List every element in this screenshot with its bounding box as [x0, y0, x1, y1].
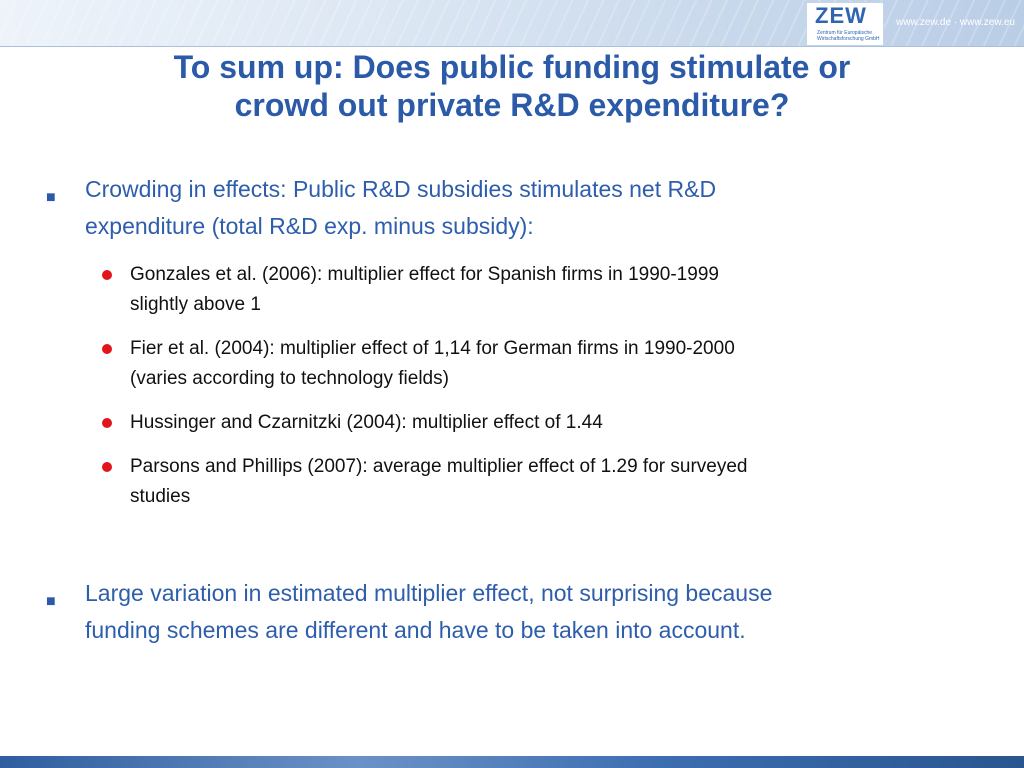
- sub-bullet-text: Hussinger and Czarnitzki (2004): multipl…: [130, 408, 970, 438]
- logo-tagline: Zentrum für Europäische Wirtschaftsforsc…: [817, 30, 880, 42]
- sub-bullet-text: Gonzales et al. (2006): multiplier effec…: [130, 260, 970, 320]
- red-dot-bullet-icon: [102, 462, 112, 472]
- sub-bullet-line-1: Hussinger and Czarnitzki (2004): multipl…: [130, 412, 603, 433]
- logo-wordmark: ZEW: [815, 3, 867, 28]
- red-dot-bullet-icon: [102, 418, 112, 428]
- bullet-line-1: Large variation in estimated multiplier …: [85, 580, 773, 606]
- bullet-line-1: Crowding in effects: Public R&D subsidie…: [85, 176, 717, 202]
- zew-logo: ZEW Zentrum für Europäische Wirtschaftsf…: [806, 2, 884, 46]
- slide-title: To sum up: Does public funding stimulate…: [40, 48, 984, 124]
- sub-bullet-text: Parsons and Phillips (2007): average mul…: [130, 452, 970, 512]
- red-dot-bullet-icon: [102, 344, 112, 354]
- sub-bullet-line-1: Parsons and Phillips (2007): average mul…: [130, 456, 748, 477]
- red-dot-bullet-icon: [102, 270, 112, 280]
- bullet-text: Large variation in estimated multiplier …: [85, 575, 955, 649]
- bullet-line-2: funding schemes are different and have t…: [85, 617, 746, 643]
- bullet-text: Crowding in effects: Public R&D subsidie…: [85, 171, 955, 245]
- square-bullet-icon: ■: [46, 189, 56, 206]
- bullet-line-2: expenditure (total R&D exp. minus subsid…: [85, 213, 534, 239]
- title-line-1: To sum up: Does public funding stimulate…: [173, 49, 851, 85]
- sub-bullet-line-1: Gonzales et al. (2006): multiplier effec…: [130, 264, 719, 285]
- sub-bullet-text: Fier et al. (2004): multiplier effect of…: [130, 334, 970, 394]
- square-bullet-icon: ■: [46, 593, 56, 610]
- website-url: www.zew.de · www.zew.eu: [896, 17, 1015, 28]
- title-line-2: crowd out private R&D expenditure?: [234, 87, 790, 123]
- header-divider: [0, 46, 1024, 47]
- sub-bullet-line-2: (varies according to technology fields): [130, 368, 449, 389]
- sub-bullet-line-2: studies: [130, 486, 191, 507]
- sub-bullet-line-2: slightly above 1: [130, 294, 261, 315]
- sub-bullet-line-1: Fier et al. (2004): multiplier effect of…: [130, 338, 735, 359]
- footer-band: [0, 756, 1024, 768]
